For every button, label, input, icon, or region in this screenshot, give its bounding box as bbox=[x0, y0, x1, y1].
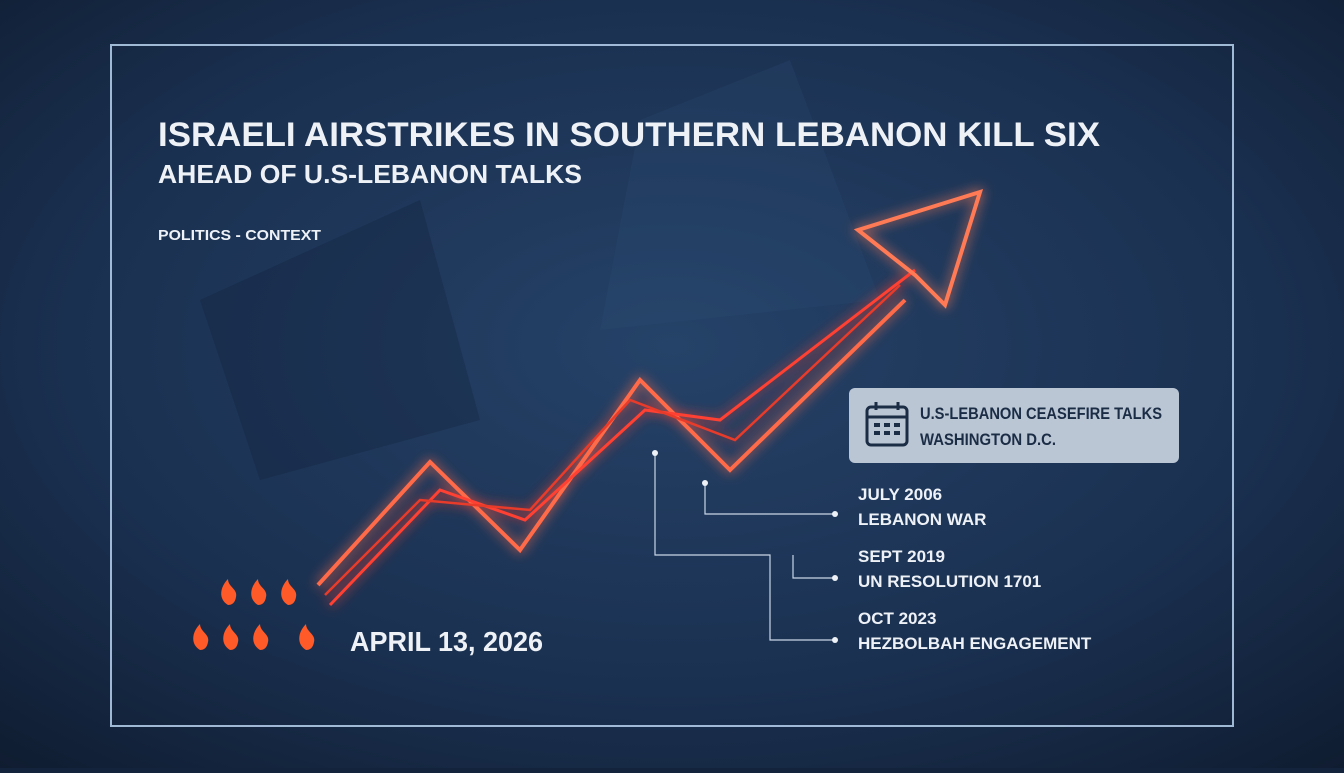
timeline-date: SEPT 2019 bbox=[858, 547, 945, 566]
arrow bbox=[316, 188, 984, 607]
flames bbox=[193, 579, 315, 650]
connector-dots bbox=[652, 450, 838, 643]
timeline: JULY 2006 LEBANON WAR SEPT 2019 UN RESOLUTI… bbox=[858, 485, 1092, 653]
timeline-date: OCT 2023 bbox=[858, 609, 936, 628]
callout-title: U.S-LEBANON CEASEFIRE TALKS bbox=[920, 404, 1162, 423]
timeline-label: HEZBOLBAH ENGAGEMENT bbox=[858, 634, 1092, 653]
tag: POLITICS - CONTEXT bbox=[158, 227, 321, 244]
timeline-label: UN RESOLUTION 1701 bbox=[858, 572, 1041, 591]
timeline-label: LEBANON WAR bbox=[858, 510, 986, 529]
connectors bbox=[654, 453, 835, 641]
calendar-icon bbox=[865, 402, 909, 447]
subtitle: AHEAD OF U.S-LEBANON TALKS bbox=[158, 159, 582, 189]
title: ISRAELI AIRSTRIKES IN SOUTHERN LEBANON K… bbox=[158, 116, 1100, 154]
callout-subtitle: WASHINGTON D.C. bbox=[920, 430, 1056, 449]
bg-shape bbox=[200, 200, 480, 480]
bg-shape bbox=[600, 60, 880, 330]
timeline-date: JULY 2006 bbox=[858, 485, 942, 504]
callout-box bbox=[849, 388, 1179, 463]
date: APRIL 13, 2026 bbox=[350, 626, 543, 657]
frame bbox=[110, 44, 1234, 727]
